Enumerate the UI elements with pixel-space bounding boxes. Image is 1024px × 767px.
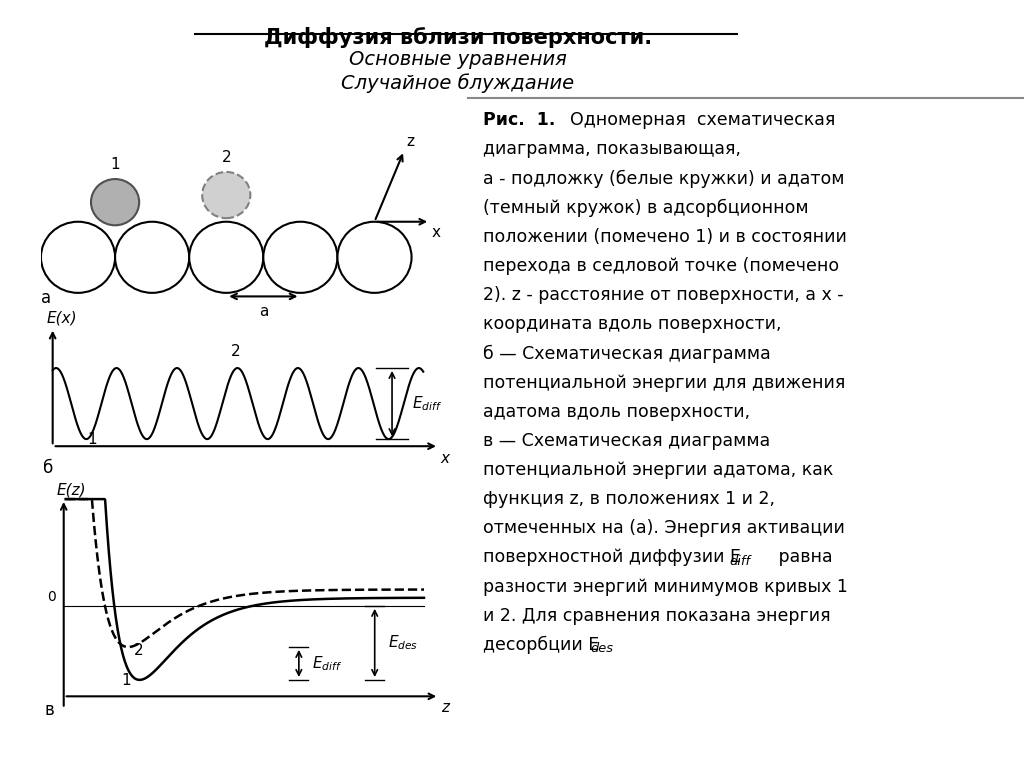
Text: E(z): E(z) [56, 482, 86, 497]
Text: 2: 2 [221, 150, 231, 165]
Text: z: z [441, 700, 450, 716]
Text: в — Схематическая диаграмма: в — Схематическая диаграмма [482, 432, 770, 449]
Text: потенциальной энергии для движения: потенциальной энергии для движения [482, 374, 845, 391]
Text: Основные уравнения: Основные уравнения [349, 50, 566, 69]
Text: разности энергий минимумов кривых 1: разности энергий минимумов кривых 1 [482, 578, 848, 595]
Text: diff: diff [729, 555, 751, 568]
Text: в: в [45, 701, 54, 719]
Text: адатома вдоль поверхности,: адатома вдоль поверхности, [482, 403, 750, 420]
Text: а - подложку (белые кружки) и адатом: а - подложку (белые кружки) и адатом [482, 170, 844, 188]
Text: 1: 1 [87, 432, 96, 447]
Text: и 2. Для сравнения показана энергия: и 2. Для сравнения показана энергия [482, 607, 830, 624]
Circle shape [202, 172, 250, 218]
Text: потенциальной энергии адатома, как: потенциальной энергии адатома, как [482, 461, 834, 479]
Text: x: x [432, 225, 441, 240]
Text: 2). z - расстояние от поверхности, а x -: 2). z - расстояние от поверхности, а x - [482, 286, 844, 304]
Text: поверхностной диффузии E: поверхностной диффузии E [482, 548, 740, 566]
Text: положении (помечено 1) и в состоянии: положении (помечено 1) и в состоянии [482, 228, 847, 245]
Circle shape [263, 222, 338, 293]
Text: Одномерная  схематическая: Одномерная схематическая [570, 111, 836, 129]
Text: равна: равна [773, 548, 833, 566]
Text: Диффузия вблизи поверхности.: Диффузия вблизи поверхности. [264, 27, 652, 48]
Circle shape [41, 222, 115, 293]
Text: отмеченных на (а). Энергия активации: отмеченных на (а). Энергия активации [482, 519, 845, 537]
Text: $E_{diff}$: $E_{diff}$ [312, 654, 342, 673]
Text: а: а [41, 289, 51, 307]
Text: 0: 0 [47, 590, 56, 604]
Circle shape [91, 179, 139, 225]
Text: Случайное блуждание: Случайное блуждание [341, 73, 574, 93]
Text: а: а [259, 304, 268, 318]
Text: 1: 1 [121, 673, 130, 688]
Text: координата вдоль поверхности,: координата вдоль поверхности, [482, 315, 781, 333]
Text: 2: 2 [231, 344, 241, 359]
Circle shape [338, 222, 412, 293]
Text: диаграмма, показывающая,: диаграмма, показывающая, [482, 140, 740, 158]
Text: z: z [406, 133, 414, 149]
Text: б — Схематическая диаграмма: б — Схематическая диаграмма [482, 344, 770, 363]
Text: (темный кружок) в адсорбционном: (темный кружок) в адсорбционном [482, 199, 808, 217]
Text: $E_{des}$: $E_{des}$ [388, 634, 418, 652]
Text: Рис.  1.: Рис. 1. [482, 111, 567, 129]
Text: E(x): E(x) [47, 311, 78, 325]
Text: $E_{diff}$: $E_{diff}$ [412, 394, 441, 413]
Text: 2: 2 [134, 644, 143, 658]
Text: x: x [440, 451, 450, 466]
Text: десорбции E: десорбции E [482, 636, 599, 654]
Text: 1: 1 [111, 157, 120, 172]
Text: des: des [590, 642, 613, 655]
Circle shape [189, 222, 263, 293]
Text: б: б [43, 459, 53, 477]
Text: функция z, в положениях 1 и 2,: функция z, в положениях 1 и 2, [482, 490, 775, 508]
Text: перехода в седловой точке (помечено: перехода в седловой точке (помечено [482, 257, 839, 275]
Circle shape [115, 222, 189, 293]
